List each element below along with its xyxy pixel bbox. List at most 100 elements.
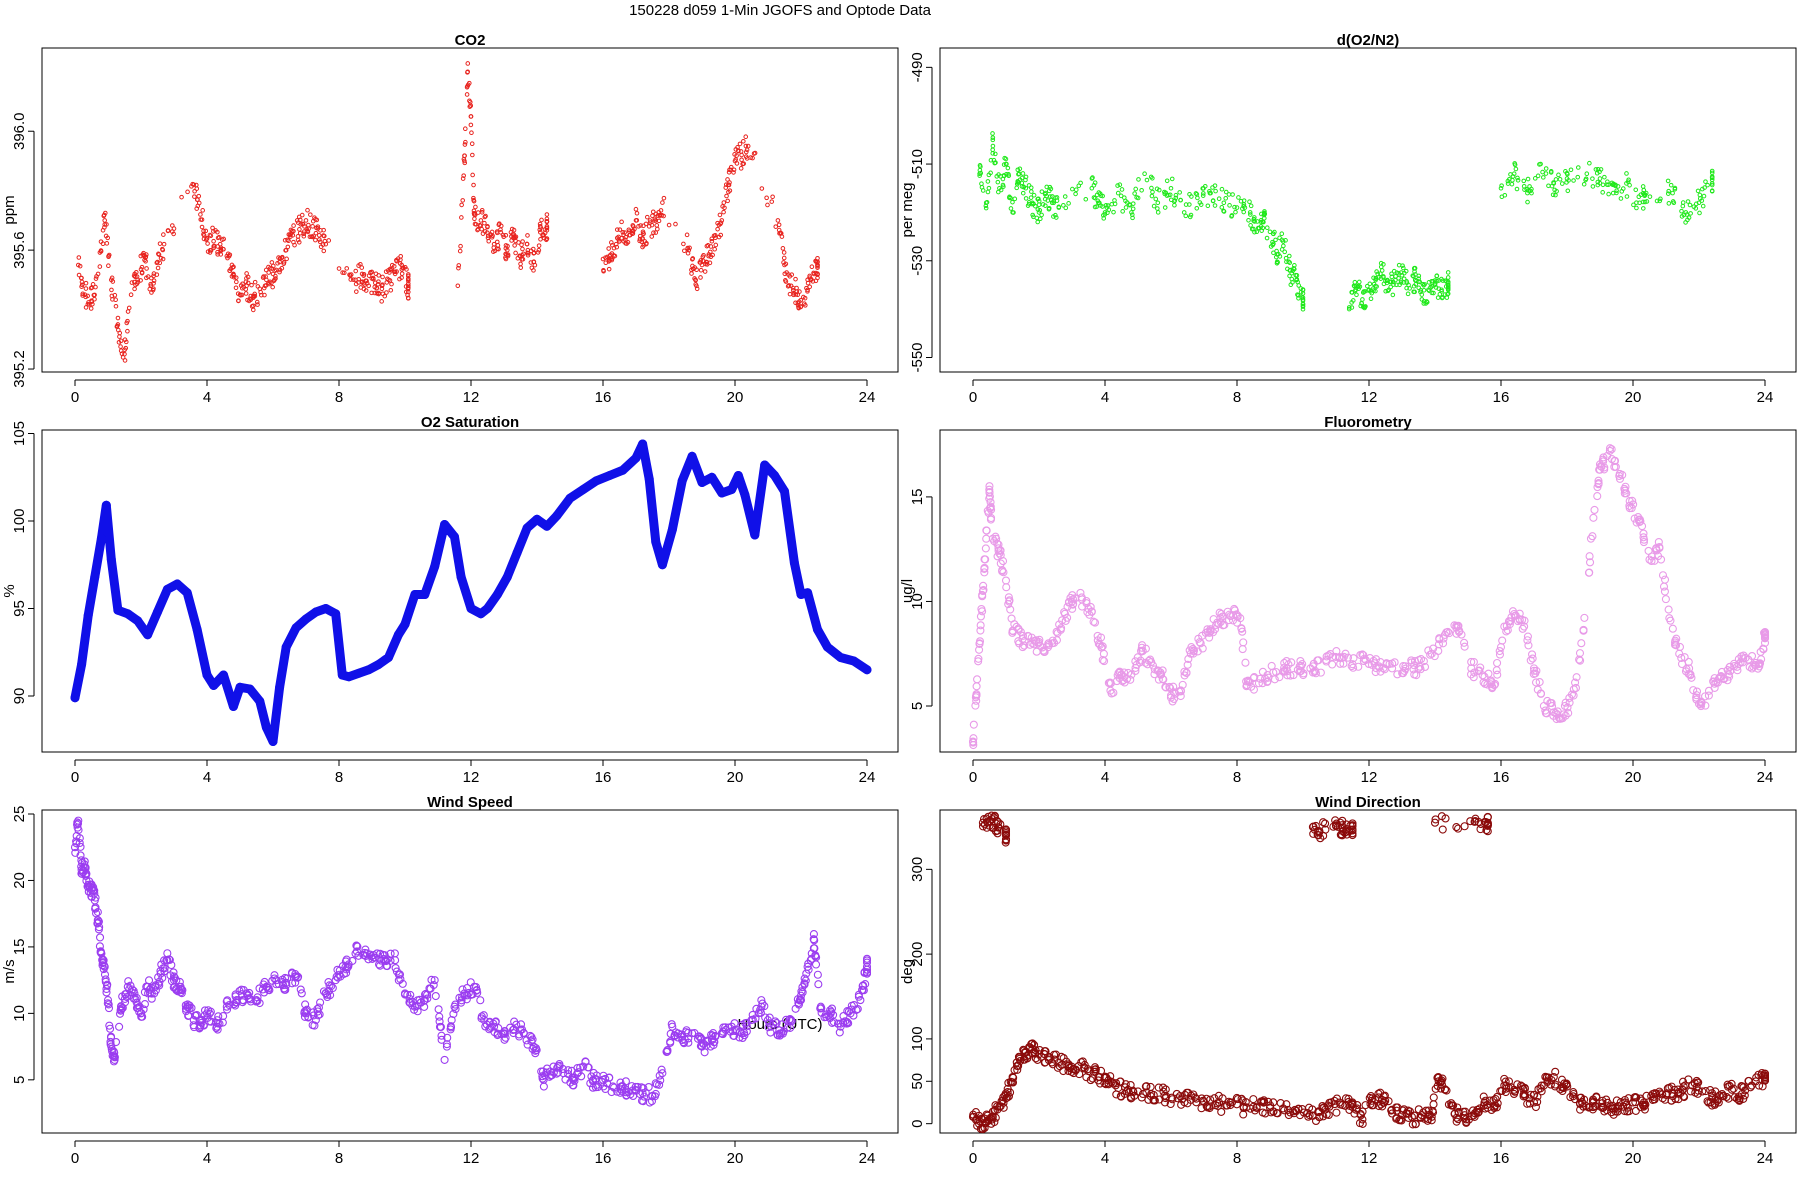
data-point [394,970,403,979]
data-point [731,170,736,175]
data-point [95,271,101,277]
data-point [1131,663,1140,672]
data-point [698,258,704,263]
data-point [1296,283,1302,288]
data-point [1274,259,1280,265]
data-point [841,1017,850,1026]
data-point [1004,593,1013,602]
data-point [1504,1077,1514,1086]
data-point [677,476,687,486]
data-point [1300,304,1306,309]
data-point [1137,643,1146,652]
data-point [399,271,405,276]
data-point [633,206,639,212]
data-point [125,309,131,314]
data-point [1665,1083,1674,1092]
data-point [977,163,983,168]
data-point [1010,199,1015,205]
data-point [81,863,90,872]
data-point [690,256,695,262]
data-point [717,212,723,218]
data-point [809,264,815,270]
data-point [1036,202,1042,208]
data-point [1543,1076,1552,1085]
data-point [1632,1093,1641,1102]
data-point [1259,228,1264,233]
data-point [702,269,708,274]
data-point [318,228,323,233]
data-point [1548,170,1554,175]
data-point [1401,662,1410,671]
data-point [1529,1098,1539,1107]
data-point [1213,188,1218,194]
data-point [115,1022,124,1031]
data-point [709,236,715,242]
data-point [766,1028,775,1037]
data-point [1287,260,1293,265]
data-point [1002,583,1011,592]
data-point [532,514,542,524]
data-point [733,157,738,162]
data-point [462,158,467,164]
data-point [1709,182,1715,188]
data-point [157,241,163,246]
data-point [148,275,154,281]
data-point [1124,1088,1133,1097]
data-point [177,984,186,994]
data-point [295,237,301,243]
data-point [225,255,230,261]
data-point [1649,1092,1658,1101]
data-point [1655,544,1664,553]
data-point [650,213,655,219]
data-point [1358,1107,1367,1116]
y-tick-label: 90 [11,688,28,705]
data-point [359,279,365,284]
data-point [394,258,399,264]
data-point [1336,659,1345,668]
data-point [1162,189,1167,195]
data-point [661,195,667,201]
data-point [1247,199,1252,205]
data-point [735,1033,744,1042]
data-point [462,160,468,166]
data-point [693,282,698,287]
data-point [1353,1101,1362,1110]
data-point [647,218,653,223]
data-point [1685,217,1690,223]
data-point [191,1011,200,1020]
data-point [649,234,655,239]
data-point [1051,198,1057,204]
data-point [1166,1099,1175,1109]
data-point [391,963,400,973]
data-point [1258,219,1264,225]
data-point [1449,1101,1458,1110]
data-point [101,975,110,984]
data-point [979,581,988,590]
data-point [698,267,704,273]
y-tick-label: 15 [11,939,28,956]
data-point [1546,183,1551,189]
data-point [1341,1094,1351,1103]
data-point [102,222,108,227]
data-point [459,202,464,208]
data-point [739,157,744,163]
data-point [198,212,203,217]
x-tick-label: 20 [727,389,744,406]
data-point [460,176,466,181]
data-point [1584,171,1590,177]
data-point [532,262,538,268]
data-point [1321,819,1330,828]
data-point [993,826,1002,835]
data-point [765,1013,774,1022]
data-point [1528,188,1533,194]
x-tick-label: 20 [1625,389,1642,406]
data-point [1236,614,1245,623]
data-point [1068,595,1078,604]
data-point [740,161,745,167]
data-point [376,291,382,297]
data-point [1670,1085,1679,1094]
data-point [1594,479,1603,488]
data-point [1161,1085,1170,1094]
data-point [1760,1071,1770,1080]
data-point [1245,678,1254,687]
